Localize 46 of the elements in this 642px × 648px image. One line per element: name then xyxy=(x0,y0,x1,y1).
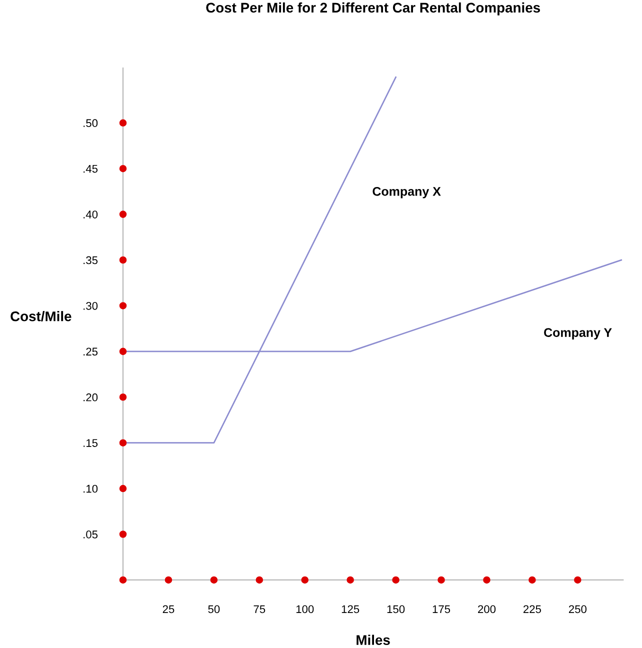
chart-title: Cost Per Mile for 2 Different Car Rental Companies xyxy=(206,2,540,16)
y-tick-label: .25 xyxy=(84,348,98,356)
x-tick-label: 225 xyxy=(523,605,541,614)
point xyxy=(119,302,127,310)
y-tick-label: .45 xyxy=(84,164,98,173)
point xyxy=(301,576,309,584)
point xyxy=(119,119,127,127)
y-tick-label: .40 xyxy=(84,210,98,218)
point xyxy=(438,576,445,584)
point xyxy=(119,210,127,218)
x-tick-label: 250 xyxy=(568,605,586,614)
y-tick-label: .35 xyxy=(84,256,98,264)
x-tick-label: 125 xyxy=(342,605,360,614)
y-tick-label: .20 xyxy=(84,393,98,402)
point xyxy=(346,576,354,584)
point xyxy=(119,576,127,584)
point xyxy=(119,164,127,172)
point xyxy=(210,576,218,584)
annotation: Company X xyxy=(372,186,441,198)
y-tick-label: .50 xyxy=(84,119,98,128)
point xyxy=(119,348,127,356)
point xyxy=(119,530,127,538)
x-tick-label: 150 xyxy=(387,605,405,614)
point xyxy=(528,576,536,584)
point xyxy=(164,576,172,584)
x-tick-label: 100 xyxy=(296,605,314,614)
annotation: Company Y xyxy=(544,328,612,340)
x-axis-title: Miles xyxy=(356,634,390,645)
x-tick-label: 50 xyxy=(208,605,220,614)
x-tick-label: 200 xyxy=(478,605,496,614)
y-tick-label: .30 xyxy=(84,302,98,310)
x-tick-label: 25 xyxy=(162,605,174,614)
point xyxy=(483,576,490,584)
point xyxy=(574,576,582,584)
x-tick-label: 75 xyxy=(254,605,266,614)
y-tick-label: .05 xyxy=(84,530,98,538)
point xyxy=(119,256,127,264)
point xyxy=(119,484,127,492)
point xyxy=(256,576,264,584)
point xyxy=(119,439,127,446)
y-tick-label: .10 xyxy=(84,484,98,493)
point xyxy=(392,576,400,584)
x-tick-label: 175 xyxy=(432,605,450,614)
y-axis-title: Cost/Mile xyxy=(10,311,72,322)
point xyxy=(119,393,127,401)
y-tick-label: .15 xyxy=(84,439,98,447)
